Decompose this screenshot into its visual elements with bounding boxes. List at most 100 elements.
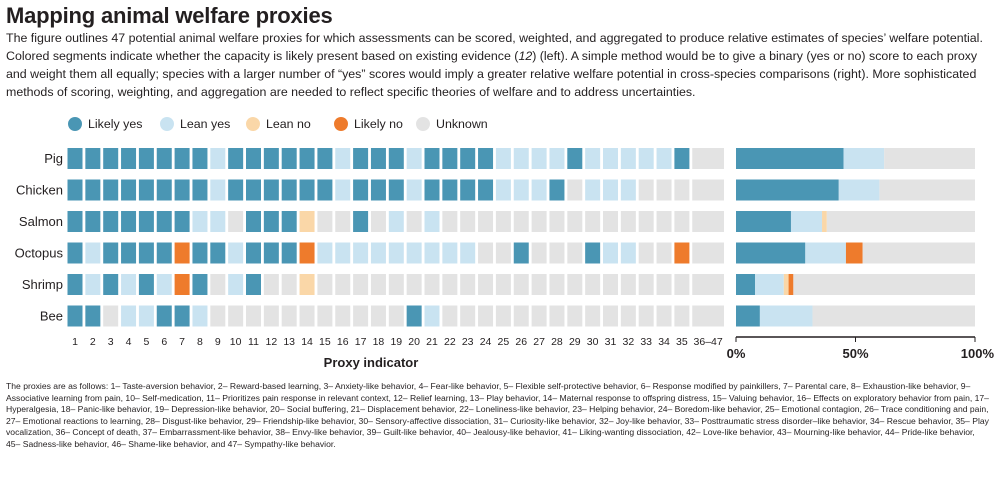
heatmap-cell	[692, 242, 724, 264]
proxy-tick-label: 7	[179, 336, 185, 348]
heatmap-cell	[478, 211, 494, 232]
heatmap-cell	[370, 274, 386, 295]
bar-segment-bee-likely-yes	[736, 305, 760, 327]
heatmap-cell	[656, 211, 672, 232]
heatmap-cell	[513, 211, 529, 232]
heatmap-cell	[549, 148, 565, 169]
bar-segment-shrimp-likely-yes	[736, 274, 756, 295]
intro-text-part2: ) (left). A simple method would be to gi…	[6, 49, 978, 99]
heatmap-cell	[620, 148, 636, 169]
heatmap-cell	[603, 148, 618, 169]
bar-segment-salmon-lean-no	[822, 211, 827, 232]
proxy-tick-label: 13	[283, 336, 295, 348]
bar-segment-octopus-unknown	[862, 242, 975, 264]
legend-label: Likely no	[354, 117, 403, 131]
heatmap-cell	[674, 148, 690, 169]
bar-segment-chicken-lean-yes	[838, 179, 880, 201]
heatmap-cell	[263, 148, 279, 169]
heatmap-cell	[478, 274, 494, 295]
heatmap-cell	[585, 148, 601, 169]
heatmap-cell	[317, 305, 333, 327]
legend-swatch-icon	[416, 117, 430, 131]
figure-title: Mapping animal welfare proxies	[6, 3, 333, 28]
heatmap-cell	[549, 274, 565, 295]
bar-segment-pig-unknown	[884, 148, 975, 169]
heatmap-cell	[513, 148, 529, 169]
heatmap-cell	[281, 148, 297, 169]
heatmap-cell	[442, 211, 458, 232]
bar-segment-shrimp-unknown	[793, 274, 975, 295]
proxy-tick-label: 16	[337, 336, 349, 348]
legend-item-unknown: Unknown	[416, 115, 488, 133]
heatmap-cell	[424, 274, 440, 295]
heatmap-cell	[192, 242, 208, 264]
heatmap-cell	[335, 211, 351, 232]
heatmap-cell	[495, 305, 511, 327]
proxy-tick-label: 8	[197, 336, 203, 348]
heatmap-cell	[656, 305, 672, 327]
legend-swatch-icon	[334, 117, 348, 131]
heatmap-cell	[353, 274, 369, 295]
heatmap-cell	[388, 305, 404, 327]
legend-item-likely-no: Likely no	[334, 115, 403, 133]
heatmap-cell	[567, 305, 583, 327]
heatmap-cell	[692, 148, 724, 169]
heatmap-cell	[585, 242, 601, 264]
heatmap-cell	[620, 242, 636, 264]
heatmap-cell	[174, 148, 190, 169]
heatmap-cell	[567, 242, 583, 264]
heatmap-cell	[638, 242, 654, 264]
heatmap-cell	[317, 179, 333, 201]
proxy-tick-label: 2	[90, 336, 96, 348]
heatmap-cell	[317, 211, 333, 232]
heatmap-cell	[85, 274, 101, 295]
heatmap-cell	[299, 274, 315, 295]
heatmap-cell	[513, 274, 529, 295]
proxy-tick-label: 15	[319, 336, 331, 348]
heatmap-cell	[388, 179, 404, 201]
heatmap-cell	[174, 305, 190, 327]
heatmap-cell	[495, 148, 511, 169]
heatmap-cell	[424, 305, 440, 327]
bar-segment-shrimp-likely-no	[788, 274, 794, 295]
bar-segment-octopus-lean-yes	[805, 242, 846, 264]
heatmap-cell	[495, 179, 511, 201]
heatmap-cell	[353, 305, 369, 327]
heatmap-cell	[317, 242, 333, 264]
bar-segment-salmon-likely-yes	[736, 211, 791, 232]
heatmap-cell	[388, 274, 404, 295]
heatmap-cell	[103, 242, 119, 264]
heatmap-cell	[121, 179, 137, 201]
heatmap-cell	[263, 179, 279, 201]
heatmap-cell	[656, 242, 672, 264]
heatmap-cell	[406, 211, 422, 232]
heatmap-cell	[246, 305, 261, 327]
heatmap-cell	[549, 179, 565, 201]
intro-reference: 12	[518, 49, 533, 63]
heatmap-cell	[406, 305, 422, 327]
heatmap-cell	[495, 242, 511, 264]
heatmap-cell	[370, 242, 386, 264]
heatmap-cell	[263, 274, 279, 295]
heatmap-cell	[335, 148, 351, 169]
proxy-tick-label: 1	[72, 336, 78, 348]
proxy-tick-label: 24	[480, 336, 492, 348]
heatmap-cell	[424, 211, 440, 232]
heatmap-cell	[513, 179, 529, 201]
heatmap-axis-title: Proxy indicator	[324, 355, 419, 370]
heatmap-cell	[620, 211, 636, 232]
legend-label: Unknown	[436, 117, 488, 131]
heatmap-cell	[692, 179, 724, 201]
heatmap-cell	[246, 242, 261, 264]
proxy-tick-label: 36–47	[694, 336, 723, 348]
heatmap-cell	[638, 305, 654, 327]
heatmap-cell	[567, 274, 583, 295]
legend-label: Lean yes	[180, 117, 231, 131]
heatmap-cell	[335, 179, 351, 201]
proxy-tick-label: 29	[569, 336, 581, 348]
heatmap-cell	[210, 242, 226, 264]
heatmap-cell	[478, 148, 494, 169]
proxy-tick-label: 33	[640, 336, 652, 348]
heatmap-cell	[85, 148, 101, 169]
